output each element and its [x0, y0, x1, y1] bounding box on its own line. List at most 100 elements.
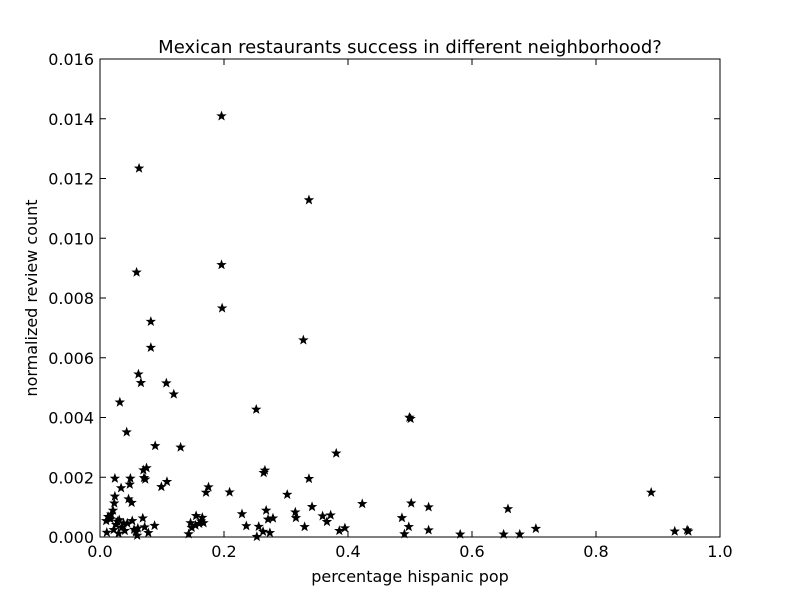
data-point: [282, 489, 293, 500]
data-point: [115, 482, 127, 493]
y-tick-label: 0.014: [48, 110, 94, 129]
data-point: [396, 512, 408, 523]
data-point: [405, 413, 416, 424]
data-point: [224, 486, 235, 497]
y-tick-label: 0.004: [48, 409, 94, 428]
y-axis: 0.000 0.002 0.004 0.006 0.008 0.010 0.012 0.014…: [48, 50, 720, 547]
data-point: [257, 526, 269, 537]
data-point: [321, 516, 333, 527]
data-point: [145, 342, 157, 353]
data-point: [183, 528, 194, 539]
data-point: [303, 473, 315, 484]
data-point: [216, 302, 228, 313]
data-point: [290, 512, 302, 523]
data-point: [258, 467, 269, 478]
data-point: [423, 524, 434, 535]
x-tick-label: 0.2: [211, 542, 236, 561]
data-point: [100, 515, 112, 526]
data-point: [339, 522, 351, 533]
data-point: [683, 525, 694, 536]
data-point: [251, 403, 262, 414]
data-point: [303, 194, 315, 205]
data-point: [149, 440, 161, 451]
data-point: [251, 531, 263, 542]
data-point: [121, 426, 132, 437]
data-point: [200, 487, 212, 497]
data-point: [455, 528, 466, 539]
data-point: [113, 527, 124, 538]
data-point: [514, 528, 525, 539]
y-tick-label: 0.008: [48, 289, 94, 308]
y-tick-label: 0.002: [48, 468, 94, 487]
data-point: [135, 377, 147, 388]
data-point: [406, 497, 417, 508]
y-tick-label: 0.006: [48, 349, 94, 368]
data-point: [498, 528, 509, 539]
data-point: [530, 523, 542, 534]
y-tick-label: 0.012: [48, 170, 94, 189]
data-point: [109, 490, 121, 501]
data-point: [137, 512, 148, 523]
data-point: [423, 501, 434, 512]
data-point: [156, 481, 167, 492]
data-point: [105, 513, 116, 524]
data-point: [138, 464, 149, 475]
data-point: [502, 503, 514, 514]
data-point: [140, 473, 151, 484]
data-point: [161, 377, 172, 388]
data-point: [161, 476, 173, 487]
plot-area: [100, 110, 694, 542]
data-point: [133, 368, 144, 379]
y-tick-label: 0.010: [48, 229, 94, 248]
data-point: [198, 517, 209, 528]
data-point: [139, 521, 150, 532]
data-point: [145, 316, 157, 327]
data-point: [216, 110, 227, 121]
data-point: [403, 521, 414, 532]
data-point: [127, 515, 138, 526]
x-tick-label: 0.4: [335, 542, 360, 561]
plot-frame: [99, 58, 721, 538]
data-point: [133, 162, 145, 173]
data-point: [185, 517, 196, 528]
data-point: [357, 498, 368, 509]
data-point: [143, 527, 154, 538]
data-point: [110, 519, 122, 530]
data-point: [122, 517, 133, 528]
data-point: [119, 525, 131, 536]
data-point: [299, 521, 310, 532]
data-point: [175, 441, 186, 452]
data-point: [109, 497, 120, 508]
y-tick-label: 0.016: [48, 50, 94, 69]
chart-title: Mexican restaurants success in different…: [158, 37, 662, 58]
data-point: [306, 501, 318, 512]
data-point: [131, 266, 142, 277]
data-point: [253, 521, 264, 531]
x-tick-label: 0.8: [583, 542, 608, 561]
x-axis-label: percentage hispanic pop: [311, 567, 509, 586]
x-tick-label: 0.6: [459, 542, 484, 561]
data-point: [114, 396, 126, 407]
data-point: [264, 527, 276, 538]
x-tick-label: 1.0: [707, 542, 732, 561]
data-point: [107, 504, 119, 515]
data-point: [669, 525, 680, 536]
data-point: [126, 497, 137, 508]
data-point: [190, 510, 202, 521]
data-point: [203, 481, 214, 492]
data-point: [101, 527, 113, 537]
data-point: [109, 472, 121, 483]
data-point: [334, 525, 345, 536]
data-point: [125, 472, 136, 483]
data-point: [124, 478, 135, 489]
data-point: [325, 509, 336, 520]
data-point: [298, 334, 309, 345]
data-point: [645, 487, 657, 497]
data-point: [241, 520, 252, 531]
data-point: [399, 528, 410, 539]
y-axis-label: normalized review count: [22, 199, 41, 396]
data-point: [168, 388, 179, 399]
x-tick-label: 0.0: [87, 542, 112, 561]
x-axis: 0.0 0.2 0.4 0.6 0.8 1.0: [87, 59, 733, 561]
